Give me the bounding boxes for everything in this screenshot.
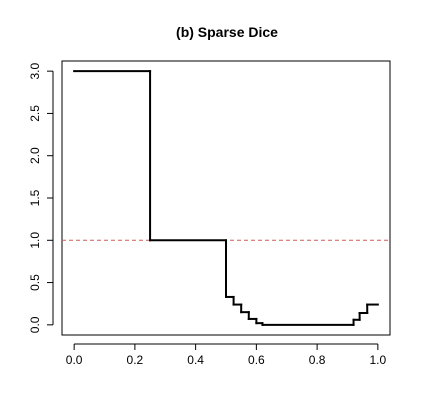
step-series — [73, 70, 379, 326]
y-tick-label: 1.0 — [28, 232, 42, 249]
y-tick-label: 1.5 — [28, 189, 42, 206]
x-tick-label: 1.0 — [370, 353, 387, 367]
x-axis: 0.0 0.2 0.4 0.6 0.8 1.0 — [66, 343, 387, 367]
y-tick-label: 2.0 — [28, 147, 42, 164]
x-tick-label: 0.8 — [309, 353, 326, 367]
plot-area-frame — [61, 60, 391, 336]
x-tick-label: 0.4 — [187, 353, 204, 367]
y-tick-label: 3.0 — [28, 62, 42, 79]
y-tick-label: 0.0 — [28, 316, 42, 333]
x-tick-label: 0.2 — [127, 353, 144, 367]
chart-title: (b) Sparse Dice — [176, 24, 278, 40]
y-tick-label: 0.5 — [28, 274, 42, 291]
x-tick-label: 0.6 — [248, 353, 265, 367]
y-tick-label: 2.5 — [28, 105, 42, 122]
x-tick-label: 0.0 — [66, 353, 83, 367]
y-axis: 0.0 0.5 1.0 1.5 2.0 2.5 3.0 — [28, 62, 54, 333]
